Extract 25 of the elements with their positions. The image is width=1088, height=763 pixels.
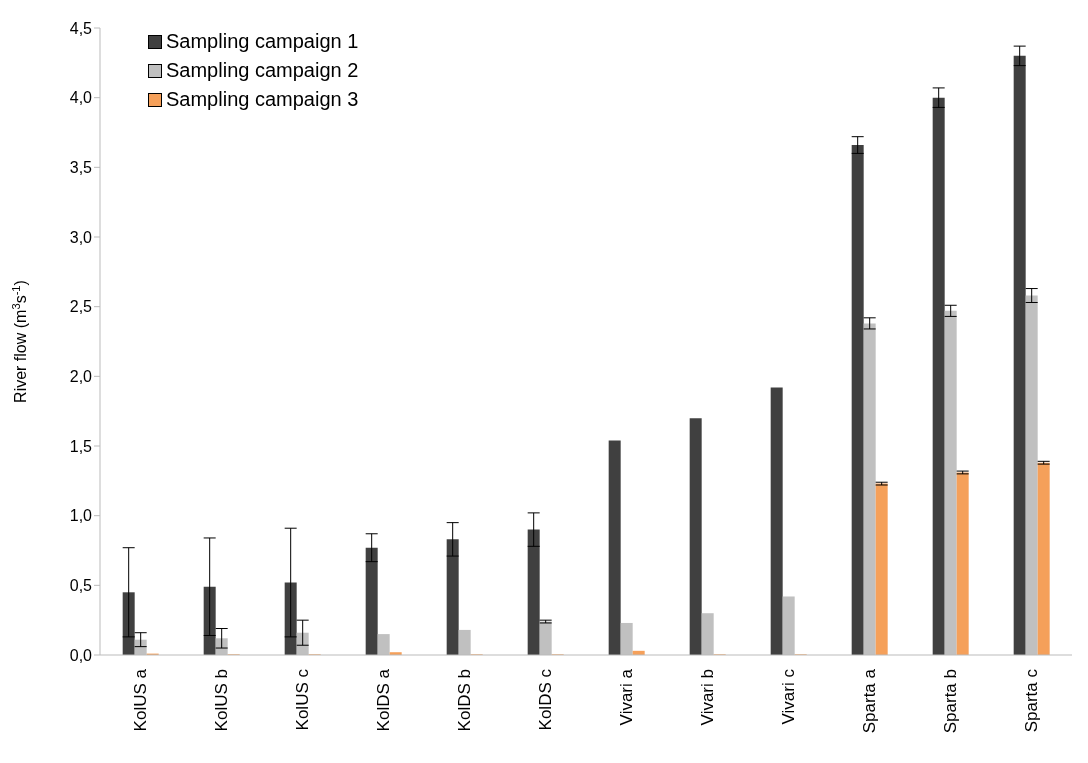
y-tick-label: 4,0	[69, 89, 93, 107]
y-tick-label: 0,0	[69, 646, 93, 664]
y-tick-label: 2,0	[69, 368, 93, 386]
y-tick-label: 1,5	[69, 437, 93, 455]
y-tick-label: 0,5	[69, 577, 93, 595]
y-tick-label: 2,5	[69, 298, 93, 316]
y-tick-label: 3,5	[69, 159, 93, 177]
y-tick-label: 4,5	[69, 19, 93, 37]
x-tick-label: KolDS a	[374, 668, 393, 732]
x-tick-label: KolUS b	[212, 669, 231, 732]
legend-label: Sampling campaign 2	[166, 59, 359, 82]
legend-label: Sampling campaign 3	[166, 88, 359, 111]
x-tick-label: Vivari c	[779, 668, 798, 725]
x-tick-label: Vivari b	[698, 669, 717, 726]
x-tick-label: Sparta a	[860, 668, 879, 734]
y-tick-label: 3,0	[69, 228, 93, 246]
x-tick-label: Vivari a	[617, 668, 636, 726]
x-tick-label: KolDS b	[455, 669, 474, 732]
legend-label: Sampling campaign 1	[166, 30, 359, 53]
x-tick-label: KolDS c	[536, 668, 555, 731]
x-tick-label: KolUS a	[131, 668, 150, 732]
y-tick-label: 1,0	[69, 507, 93, 525]
x-tick-label: Sparta b	[941, 669, 960, 734]
x-tick-label: KolUS c	[293, 668, 312, 731]
x-tick-label: Sparta c	[1022, 668, 1041, 733]
